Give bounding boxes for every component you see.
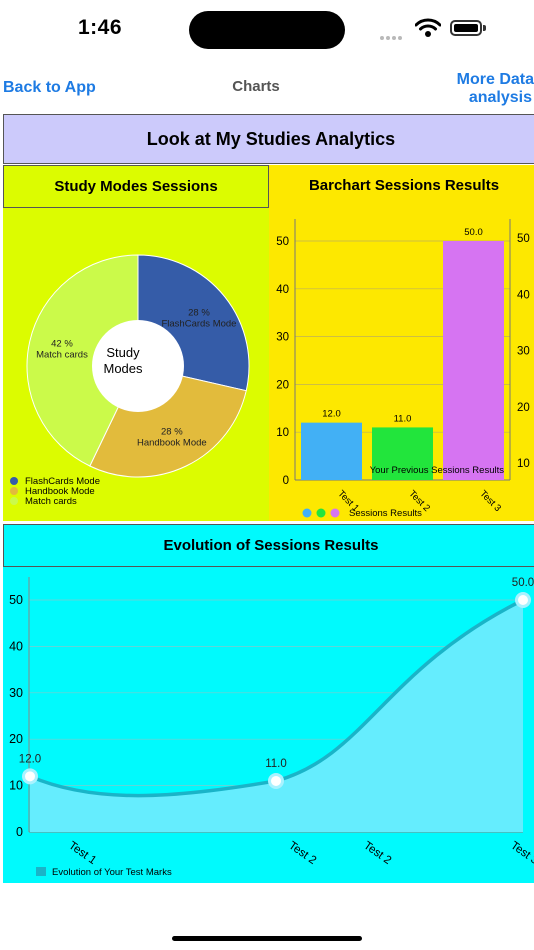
line-ytick-3: 30 xyxy=(9,686,23,700)
bar-description: Your Previous Sessions Results xyxy=(370,465,505,476)
pie-slice-pct-1: 28 % xyxy=(188,307,210,318)
more-data-analysis-button[interactable]: More Data analysis xyxy=(457,71,534,107)
line-panel: 0 10 20 30 40 50 12.0 11.0 50.0 Test 1 Test 2 Test … xyxy=(3,567,534,883)
line-xtick-3: Test 2 xyxy=(361,840,393,867)
line-point-2 xyxy=(268,772,284,789)
dynamic-island xyxy=(189,11,345,49)
battery-icon xyxy=(450,20,482,36)
pie-legend-dot-2 xyxy=(10,487,18,495)
line-ytick-5: 50 xyxy=(9,593,23,607)
pie-center-hole xyxy=(92,320,184,412)
line-ytick-1: 10 xyxy=(9,779,23,793)
bar-value-label-2: 11.0 xyxy=(394,413,412,424)
line-ytick-4: 40 xyxy=(9,639,23,653)
analytics-header: Look at My Studies Analytics xyxy=(3,114,534,164)
cellular-signal-icon xyxy=(380,27,404,45)
bar-ytick-2: 20 xyxy=(276,379,289,391)
bar-ytick-1: 10 xyxy=(276,427,289,439)
pie-panel: Study Modes 28 % FlashCards Mode 28 % Handboo… xyxy=(3,208,269,521)
bar-ytick-5: 50 xyxy=(276,236,289,248)
line-xtick-1: Test 1 xyxy=(66,840,98,867)
line-ytick-0: 0 xyxy=(16,825,23,839)
bar-right-ytick-4: 50 xyxy=(517,233,530,245)
bar-2 xyxy=(372,427,433,480)
line-xtick-2: Test 2 xyxy=(286,840,318,867)
bar-panel: 0 10 20 30 40 50 10 20 30 40 50 12.0 Test 1 11.0 Test … xyxy=(269,208,534,521)
line-legend-swatch xyxy=(36,867,46,876)
pie-slice-3 xyxy=(26,254,139,467)
wifi-icon xyxy=(414,18,442,43)
pie-slice-pct-3: 42 % xyxy=(51,339,73,350)
pie-center-text-line1: Study xyxy=(106,345,140,360)
more-data-line2: analysis xyxy=(468,89,532,106)
line-value-label-2: 11.0 xyxy=(265,758,287,770)
bar-value-label-1: 12.0 xyxy=(322,409,341,420)
pie-center-text-line2: Modes xyxy=(103,361,143,376)
battery-tip xyxy=(483,25,486,31)
pie-legend-dot-3 xyxy=(10,497,18,505)
line-xtick-4: Test 3 xyxy=(508,840,534,867)
line-area-fill xyxy=(30,600,523,832)
pie-slice-pct-2: 28 % xyxy=(161,426,183,437)
home-indicator xyxy=(172,936,362,941)
bar-legend-label: Sessions Results xyxy=(349,508,422,519)
line-chart: 0 10 20 30 40 50 12.0 11.0 50.0 Test 1 Test 2 Test … xyxy=(9,577,534,878)
pie-legend-label-3: Match cards xyxy=(25,496,77,507)
pie-legend-label-1: FlashCards Mode xyxy=(25,476,100,487)
line-legend-label: Evolution of Your Test Marks xyxy=(52,867,172,878)
line-panel-header: Evolution of Sessions Results xyxy=(3,524,534,567)
pie-legend-label-2: Handbook Mode xyxy=(25,486,95,497)
pie-slice-label-2: Handbook Mode xyxy=(137,437,207,448)
analytics-header-title: Look at My Studies Analytics xyxy=(146,129,396,149)
back-to-app-button[interactable]: Back to App xyxy=(3,79,96,96)
bar-right-ytick-0: 10 xyxy=(517,458,530,470)
bar-panel-header: Barchart Sessions Results xyxy=(269,165,534,208)
pie-slice-label-3: Match cards xyxy=(36,350,88,361)
bar-ytick-0: 0 xyxy=(283,475,289,487)
line-point-1 xyxy=(22,768,38,785)
bar-legend-dot-3 xyxy=(330,508,340,518)
pie-legend-dot-1 xyxy=(10,477,18,485)
nav-title: Charts xyxy=(232,78,280,95)
line-value-label-3: 50.0 xyxy=(512,577,534,589)
pie-slice-label-1: FlashCards Mode xyxy=(161,318,236,329)
pie-panel-title: Study Modes Sessions xyxy=(54,178,218,195)
pie-panel-header: Study Modes Sessions xyxy=(3,165,269,208)
line-ytick-2: 20 xyxy=(9,732,23,746)
bar-legend-dot-2 xyxy=(316,508,326,518)
status-time: 1:46 xyxy=(78,16,123,39)
line-panel-title: Evolution of Sessions Results xyxy=(163,537,379,554)
more-data-line1: More Data xyxy=(456,71,534,88)
line-point-3 xyxy=(515,592,531,608)
line-value-label-1: 12.0 xyxy=(19,753,41,765)
bar-xtick-3: Test 3 xyxy=(477,488,503,514)
bar-3 xyxy=(443,241,504,480)
bar-ytick-4: 40 xyxy=(276,284,289,296)
bar-value-label-3: 50.0 xyxy=(464,227,483,238)
bar-ytick-3: 30 xyxy=(276,332,289,344)
bar-panel-title: Barchart Sessions Results xyxy=(308,177,500,194)
bar-right-ytick-3: 40 xyxy=(517,289,530,301)
bar-right-ytick-2: 30 xyxy=(517,346,530,358)
bar-legend-dot-1 xyxy=(302,508,312,518)
bar-right-ytick-1: 20 xyxy=(517,402,530,414)
bar-1 xyxy=(301,422,362,480)
